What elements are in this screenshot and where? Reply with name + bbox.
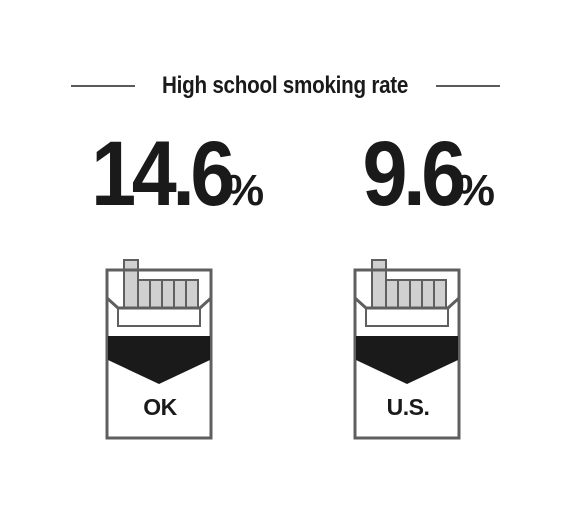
pack-label-us: U.S. xyxy=(386,394,430,420)
pack-us: U.S. xyxy=(352,256,464,442)
stat-unit-us: % xyxy=(455,166,496,215)
chart-title: High school smoking rate xyxy=(162,72,409,99)
title-rule-right xyxy=(435,85,500,87)
stat-us: 9.6 % xyxy=(302,128,542,238)
pack-ok: OK xyxy=(104,256,216,442)
stat-ok: 14.6 % xyxy=(48,128,288,238)
cigarette-pack-icon xyxy=(105,259,213,440)
stat-value-us: 9.6 xyxy=(362,123,467,225)
title-rule-left xyxy=(71,85,136,87)
pack-label-ok: OK xyxy=(143,394,177,420)
cigarette-pack-icon xyxy=(353,259,461,440)
stat-value-ok: 14.6 xyxy=(90,123,235,225)
title-row: High school smoking rate xyxy=(0,66,571,106)
stat-unit-ok: % xyxy=(224,166,265,215)
